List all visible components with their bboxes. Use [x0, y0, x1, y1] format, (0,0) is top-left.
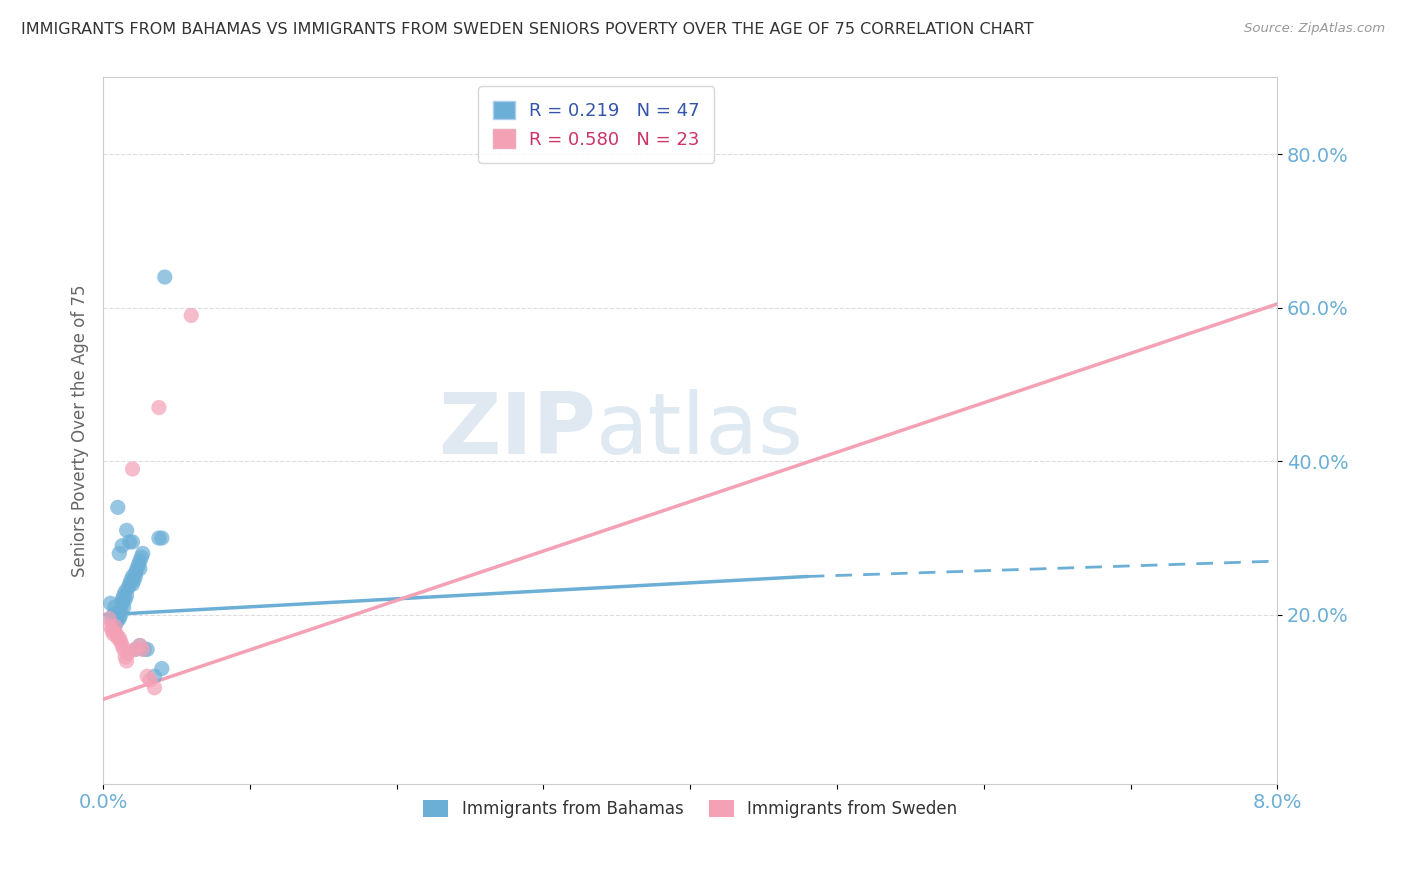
Point: [148, 401, 170, 415]
Point: [114, 584, 136, 599]
Point: [114, 650, 136, 665]
Y-axis label: Seniors Poverty Over the Age of 75: Seniors Poverty Over the Age of 75: [72, 285, 89, 577]
Point: [143, 669, 166, 683]
Text: IMMIGRANTS FROM BAHAMAS VS IMMIGRANTS FROM SWEDEN SENIORS POVERTY OVER THE AGE O: IMMIGRANTS FROM BAHAMAS VS IMMIGRANTS FR…: [21, 22, 1033, 37]
Point: [128, 562, 150, 576]
Point: [110, 634, 132, 648]
Point: [111, 639, 134, 653]
Point: [180, 309, 202, 323]
Point: [132, 642, 155, 657]
Point: [112, 642, 135, 657]
Text: atlas: atlas: [596, 389, 804, 472]
Point: [117, 646, 139, 660]
Point: [121, 535, 143, 549]
Point: [121, 462, 143, 476]
Point: [150, 531, 173, 545]
Point: [139, 673, 162, 687]
Point: [153, 270, 176, 285]
Point: [111, 596, 134, 610]
Point: [105, 627, 128, 641]
Point: [118, 577, 141, 591]
Point: [136, 669, 159, 683]
Point: [128, 639, 150, 653]
Point: [110, 607, 132, 622]
Text: Source: ZipAtlas.com: Source: ZipAtlas.com: [1244, 22, 1385, 36]
Point: [121, 569, 143, 583]
Point: [111, 539, 134, 553]
Point: [115, 654, 138, 668]
Point: [124, 566, 146, 580]
Point: [107, 607, 129, 622]
Point: [124, 569, 146, 583]
Point: [112, 600, 135, 615]
Point: [100, 619, 122, 633]
Legend: Immigrants from Bahamas, Immigrants from Sweden: Immigrants from Bahamas, Immigrants from…: [416, 793, 963, 825]
Point: [114, 592, 136, 607]
Point: [128, 554, 150, 568]
Point: [105, 615, 128, 630]
Point: [150, 662, 173, 676]
Point: [134, 642, 156, 657]
Point: [124, 642, 146, 657]
Point: [121, 577, 143, 591]
Text: ZIP: ZIP: [439, 389, 596, 472]
Point: [148, 531, 170, 545]
Point: [98, 612, 121, 626]
Point: [143, 681, 166, 695]
Point: [108, 546, 131, 560]
Point: [122, 574, 145, 588]
Point: [129, 550, 152, 565]
Point: [127, 558, 149, 572]
Point: [136, 642, 159, 657]
Point: [104, 619, 127, 633]
Point: [112, 589, 135, 603]
Point: [110, 604, 132, 618]
Point: [120, 574, 142, 588]
Point: [125, 562, 148, 576]
Point: [104, 600, 127, 615]
Point: [104, 619, 127, 633]
Point: [111, 592, 134, 607]
Point: [124, 642, 146, 657]
Point: [107, 631, 129, 645]
Point: [101, 623, 124, 637]
Point: [132, 546, 155, 560]
Point: [103, 607, 125, 622]
Point: [117, 581, 139, 595]
Point: [107, 612, 129, 626]
Point: [108, 631, 131, 645]
Point: [115, 589, 138, 603]
Point: [115, 524, 138, 538]
Point: [103, 627, 125, 641]
Point: [100, 596, 122, 610]
Point: [108, 612, 131, 626]
Point: [107, 500, 129, 515]
Point: [118, 535, 141, 549]
Point: [128, 639, 150, 653]
Point: [101, 612, 124, 626]
